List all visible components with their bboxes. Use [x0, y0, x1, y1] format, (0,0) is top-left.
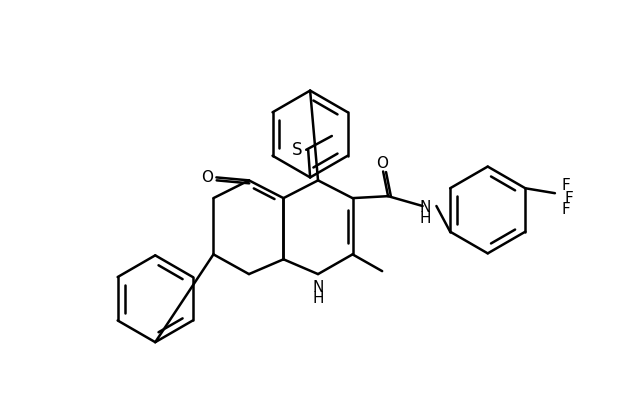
- Text: F: F: [564, 190, 573, 205]
- Text: N: N: [420, 200, 431, 215]
- Text: F: F: [561, 178, 570, 193]
- Text: O: O: [202, 170, 214, 185]
- Text: S: S: [292, 141, 303, 159]
- Text: N: N: [312, 281, 324, 295]
- Text: O: O: [376, 156, 388, 171]
- Text: F: F: [561, 203, 570, 217]
- Text: H: H: [420, 211, 431, 226]
- Text: H: H: [312, 291, 324, 306]
